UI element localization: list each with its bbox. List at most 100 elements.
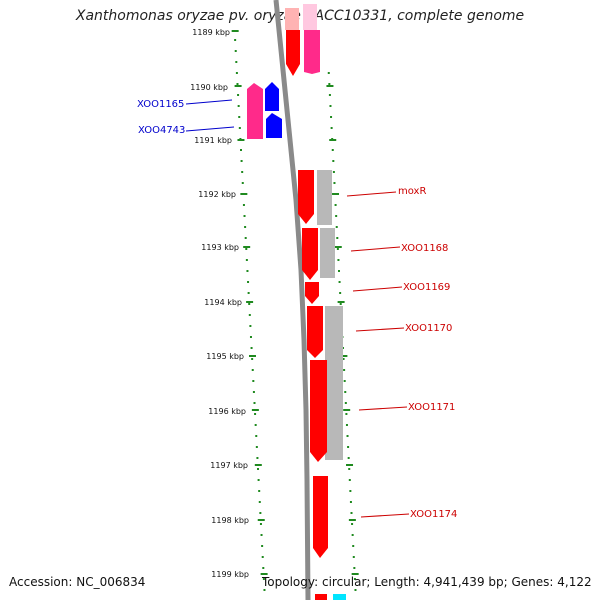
major-tick: [254, 464, 262, 466]
major-tick: [334, 246, 342, 248]
gene-arrow-xoo1165[interactable]: [247, 83, 263, 139]
minor-tick: [251, 369, 254, 371]
minor-tick: [263, 589, 266, 591]
minor-tick: [236, 83, 239, 85]
minor-tick: [351, 523, 354, 525]
minor-tick: [335, 215, 338, 217]
gene-arrow-pink-top[interactable]: [304, 30, 320, 74]
gene-arrow-red-top[interactable]: [286, 30, 300, 76]
minor-tick: [332, 160, 335, 162]
major-tick: [337, 301, 345, 303]
minor-tick: [245, 248, 248, 250]
minor-tick: [244, 237, 247, 239]
minor-tick: [249, 336, 252, 338]
gene-label-xoo1170[interactable]: XOO1170: [405, 323, 452, 334]
minor-tick: [247, 292, 250, 294]
gene-label-xoo1168[interactable]: XOO1168: [401, 243, 448, 254]
topology-text: Topology: circular; Length: 4,941,439 bp…: [262, 575, 592, 589]
gray-feature-2: [320, 228, 335, 278]
gene-label-xoo1165[interactable]: XOO1165: [137, 99, 184, 110]
gene-arrow-xoo4743-lower[interactable]: [266, 113, 282, 138]
partial-feature-red-bottom: [315, 594, 327, 600]
minor-tick: [243, 215, 246, 217]
major-tick: [260, 573, 268, 575]
minor-tick: [235, 61, 238, 63]
minor-tick: [346, 435, 349, 437]
scale-label: 1195 kbp: [206, 352, 244, 361]
minor-tick: [244, 226, 247, 228]
minor-tick: [330, 127, 333, 129]
genome-backbone: [273, 0, 311, 600]
gene-arrow-xoo1169[interactable]: [305, 282, 319, 304]
minor-tick: [347, 446, 350, 448]
minor-tick: [251, 358, 254, 360]
minor-tick: [241, 182, 244, 184]
minor-tick: [259, 512, 262, 514]
minor-tick: [240, 160, 243, 162]
gene-arrow-moxr[interactable]: [298, 170, 314, 224]
minor-tick: [342, 358, 345, 360]
minor-tick: [347, 457, 350, 459]
minor-tick: [238, 116, 241, 118]
minor-tick: [258, 490, 261, 492]
gray-feature-3: [325, 306, 343, 460]
minor-tick: [354, 589, 357, 591]
minor-tick: [330, 116, 333, 118]
major-tick: [243, 246, 251, 248]
minor-tick: [327, 72, 330, 74]
leader-line-xoo1170: [355, 327, 405, 332]
gene-label-moxr[interactable]: moxR: [398, 186, 426, 197]
partial-feature-lightpink-top: [303, 4, 317, 30]
minor-tick: [349, 490, 352, 492]
accession-text: Accession: NC_006834: [9, 575, 146, 589]
leader-line-xoo4743: [185, 126, 235, 132]
minor-tick: [332, 171, 335, 173]
major-tick: [348, 519, 356, 521]
minor-tick: [337, 259, 340, 261]
minor-tick: [257, 479, 260, 481]
gene-label-xoo1174[interactable]: XOO1174: [410, 509, 457, 520]
leader-line-xoo1165: [185, 99, 233, 105]
minor-tick: [256, 457, 259, 459]
gene-label-xoo1169[interactable]: XOO1169: [403, 282, 450, 293]
left-tick-ruler: [231, 30, 268, 591]
gene-arrow-xoo1174[interactable]: [313, 476, 328, 558]
gene-label-xoo4743[interactable]: XOO4743: [138, 125, 185, 136]
minor-tick: [328, 83, 331, 85]
minor-tick: [253, 402, 256, 404]
leader-line-xoo1168: [350, 246, 401, 252]
major-tick: [248, 355, 256, 357]
minor-tick: [344, 402, 347, 404]
scale-label: 1190 kbp: [190, 83, 228, 92]
gene-arrow-xoo1170[interactable]: [307, 306, 323, 358]
leader-line-xoo1169: [352, 286, 403, 292]
minor-tick: [247, 281, 250, 283]
minor-tick: [258, 501, 261, 503]
minor-tick: [237, 105, 240, 107]
minor-tick: [261, 545, 264, 547]
scale-label: 1193 kbp: [201, 243, 239, 252]
major-tick: [257, 519, 265, 521]
major-tick: [351, 573, 359, 575]
minor-tick: [329, 105, 332, 107]
major-tick: [240, 193, 248, 195]
minor-tick: [348, 479, 351, 481]
minor-tick: [336, 248, 339, 250]
major-tick: [332, 193, 340, 195]
minor-tick: [348, 468, 351, 470]
major-tick: [231, 30, 239, 32]
major-tick: [329, 139, 337, 141]
minor-tick: [262, 567, 265, 569]
minor-tick: [234, 50, 237, 52]
minor-tick: [349, 501, 352, 503]
minor-tick: [350, 512, 353, 514]
gene-arrow-xoo1171[interactable]: [310, 360, 327, 462]
gene-arrow-xoo1168[interactable]: [302, 228, 318, 280]
minor-tick: [254, 413, 257, 415]
minor-tick: [252, 391, 255, 393]
gene-arrow-xoo4743-upper[interactable]: [265, 82, 279, 111]
major-tick: [326, 85, 334, 87]
minor-tick: [344, 391, 347, 393]
gene-label-xoo1171[interactable]: XOO1171: [408, 402, 455, 413]
